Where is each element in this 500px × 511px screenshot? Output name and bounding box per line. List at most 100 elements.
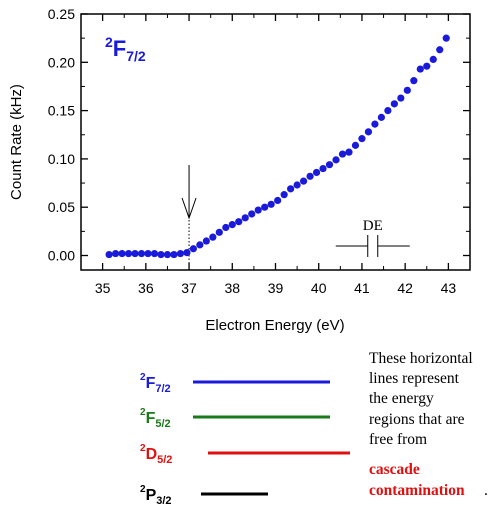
y-tick-label: 0.20	[48, 54, 75, 70]
legend-main: D	[146, 446, 158, 463]
data-point	[163, 250, 172, 259]
x-tick-label: 37	[181, 280, 197, 296]
y-tick-label: 0.00	[48, 248, 75, 264]
data-point	[390, 100, 398, 108]
data-point	[358, 135, 366, 143]
y-axis-title: Count Rate (kHz)	[8, 84, 25, 200]
note-line: These horizontal	[369, 350, 473, 367]
legend-state-label: 2F7/2	[140, 372, 171, 395]
data-point	[319, 164, 327, 173]
data-point	[150, 249, 159, 258]
y-tick-label: 0.05	[48, 199, 75, 215]
x-axis-title: Electron Energy (eV)	[205, 317, 344, 334]
data-point	[325, 161, 334, 169]
data-point	[209, 233, 217, 241]
data-point	[261, 203, 269, 211]
data-point	[423, 62, 431, 70]
state-label-sub: 7/2	[126, 48, 146, 64]
data-point	[345, 148, 353, 156]
data-point	[215, 228, 223, 236]
data-point	[157, 250, 165, 259]
note-line: free from	[369, 431, 427, 448]
legend-sub: 3/2	[156, 495, 171, 507]
legend-sup: 2	[140, 484, 146, 495]
y-tick-label: 0.15	[48, 103, 75, 119]
data-point	[196, 241, 204, 249]
note-text: These horizontal lines represent the energ…	[369, 350, 488, 499]
note-line: regions that are	[369, 411, 465, 428]
note-line: the energy	[369, 390, 434, 407]
axis-ticks	[81, 13, 470, 270]
data-point	[222, 223, 230, 232]
data-point	[274, 196, 282, 205]
data-point	[235, 218, 243, 226]
energy-resolution-indicator: DE	[335, 218, 410, 257]
legend-sup: 2	[140, 443, 146, 454]
data-point	[384, 107, 392, 115]
data-point	[105, 250, 113, 259]
data-point	[442, 34, 450, 42]
legend-sub: 5/2	[155, 418, 170, 430]
x-tick-label: 42	[397, 280, 413, 296]
data-point	[137, 249, 146, 258]
data-point	[377, 113, 385, 121]
x-tick-label: 39	[268, 280, 284, 296]
data-point	[202, 237, 210, 245]
data-point	[351, 141, 360, 149]
x-tick-label: 43	[441, 280, 457, 296]
data-point	[170, 250, 178, 259]
x-tick-labels: 35 36 37 38 39 40 41 42 43	[95, 280, 457, 296]
y-tick-label: 0.25	[48, 6, 75, 22]
data-point	[429, 55, 437, 64]
y-tick-label: 0.10	[48, 151, 75, 167]
data-point	[267, 200, 275, 208]
legend-state-label: 2D5/2	[140, 443, 172, 466]
note-end: .	[484, 482, 488, 499]
data-point	[436, 46, 444, 54]
data-point	[228, 220, 236, 229]
y-tick-labels: 0.00 0.05 0.10 0.15 0.20 0.25	[48, 6, 75, 264]
legend-sub: 5/2	[157, 454, 172, 466]
data-point	[299, 177, 308, 185]
legend-sub: 7/2	[155, 383, 170, 395]
data-point	[124, 249, 133, 258]
data-point	[416, 65, 424, 73]
x-tick-label: 41	[354, 280, 370, 296]
data-point	[332, 156, 340, 164]
arrow-head	[181, 197, 197, 220]
legend-main: P	[146, 487, 157, 504]
data-point	[306, 172, 314, 180]
data-point	[410, 77, 418, 85]
data-point	[293, 181, 301, 189]
data-point	[254, 206, 262, 214]
data-point	[118, 249, 126, 258]
note-highlight: contamination	[369, 482, 465, 499]
data-point	[397, 94, 405, 102]
data-point	[144, 249, 152, 258]
legend-main: F	[146, 375, 156, 392]
data-point	[280, 191, 288, 199]
legend-state-label: 2F5/2	[140, 407, 171, 430]
data-points	[105, 34, 450, 259]
data-point	[338, 150, 347, 158]
data-point	[111, 249, 120, 258]
data-point	[241, 214, 249, 222]
legend-sup: 2	[140, 407, 146, 418]
delta-label: DE	[363, 218, 383, 234]
data-point	[403, 86, 411, 94]
state-label-sup: 2	[105, 34, 113, 50]
x-tick-label: 36	[138, 280, 154, 296]
legend-main: F	[146, 410, 156, 427]
legend-state-label: 2P3/2	[140, 484, 172, 507]
data-point	[176, 249, 185, 258]
data-point	[131, 249, 139, 258]
x-tick-label: 38	[224, 280, 240, 296]
data-point	[183, 249, 191, 257]
data-point	[287, 185, 295, 193]
x-tick-label: 35	[95, 280, 111, 296]
x-tick-label: 40	[311, 280, 327, 296]
data-point	[312, 168, 321, 177]
data-point	[248, 210, 256, 218]
